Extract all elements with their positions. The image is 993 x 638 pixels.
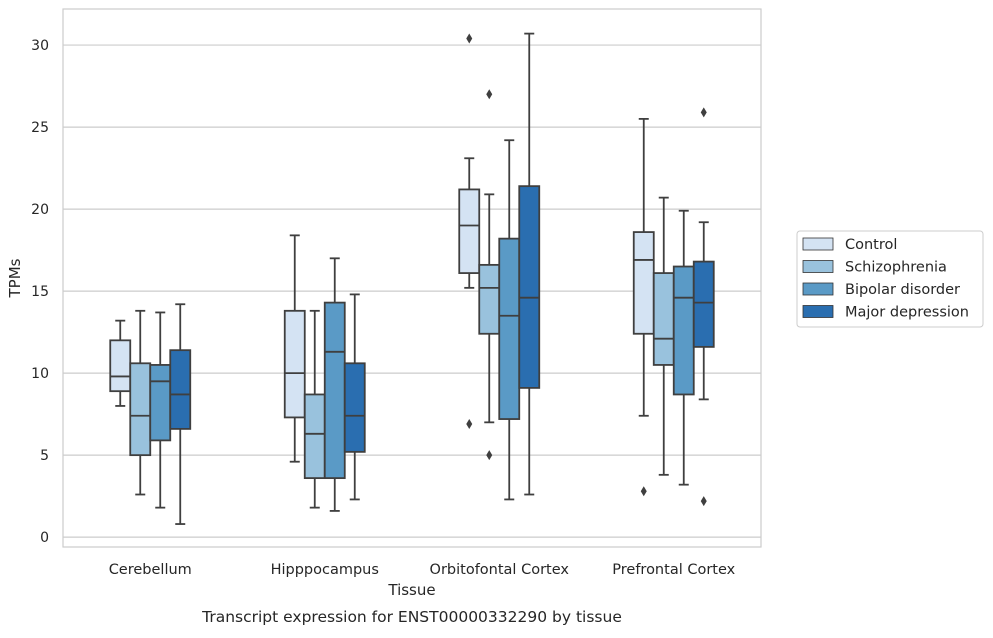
box-iqr [169,349,192,430]
y-tick-label: 5 [40,448,49,464]
box-iqr [458,188,481,274]
box-iqr [672,265,695,396]
box-iqr [129,362,152,457]
outlier-point [700,496,707,507]
legend-frame [796,230,984,328]
y-tick-label: 30 [31,38,49,54]
outlier-point [486,89,493,100]
y-axis-label: TPMs [6,258,24,298]
series-schizophrenia [129,89,675,509]
legend-item: Control [802,237,897,253]
box-group [458,33,481,429]
box-iqr [283,309,306,419]
plot-frame [62,8,762,548]
legend: Control Schizophrenia Bipolar disorder Majo… [796,230,984,328]
box-group [518,32,541,496]
legend-swatch [802,260,834,273]
outlier-point [640,486,647,497]
box-iqr [303,393,326,480]
box-group [283,234,306,463]
box-iqr [652,272,675,366]
box-group [652,196,675,476]
outlier-point [466,418,473,429]
box-iqr [518,185,541,389]
x-tick-label: Hipppocampus [271,562,379,578]
legend-label: Control [845,237,897,253]
box-iqr [498,237,521,420]
box-iqr [692,260,715,348]
x-tick-label: Cerebellum [109,562,192,578]
outlier-point [486,450,493,461]
series-bipolar-disorder [149,139,695,512]
legend-swatch [802,305,834,318]
x-tick-label: Orbitofontal Cortex [430,562,570,578]
legend-label: Bipolar disorder [845,282,960,298]
box-group [692,107,715,507]
series-major-depression [169,32,715,525]
legend-item: Major depression [802,305,969,321]
y-tick-label: 0 [40,530,49,546]
box-iqr [149,364,172,442]
box-iqr [478,263,501,335]
series-control [109,33,655,497]
box-iqr [323,301,346,480]
legend-swatch [802,282,834,296]
y-tick-label: 15 [31,284,49,300]
box-iqr [632,231,655,335]
legend-item: Schizophrenia [802,260,947,276]
legend-swatch [802,237,834,251]
box-group [109,319,132,407]
box-group [632,117,655,497]
box-group [129,309,152,496]
y-tick-label: 20 [31,202,49,218]
legend-item: Bipolar disorder [802,282,960,298]
box-group [149,311,172,509]
y-tick-label: 25 [31,120,49,136]
box-group [478,89,501,461]
box-group [169,303,192,525]
box-iqr [109,339,132,393]
outlier-point [466,33,473,44]
box-group [343,293,366,501]
x-axis-label: Tissue [387,581,435,599]
legend-label: Major depression [845,305,969,321]
box-iqr [343,362,366,453]
y-tick-label: 10 [31,366,49,382]
outlier-point [700,107,707,118]
chart-caption: Transcript expression for ENST0000033229… [201,608,622,626]
legend-label: Schizophrenia [845,260,947,276]
x-tick-label: Prefrontal Cortex [612,562,735,578]
